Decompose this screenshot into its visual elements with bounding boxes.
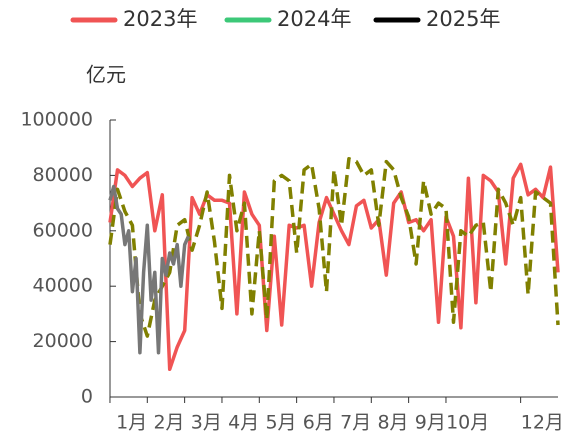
legend-label: 2023年 [123, 7, 197, 31]
y-tick-label: 60000 [33, 219, 93, 241]
x-tick-label: 7月 [340, 412, 371, 434]
y-tick-label: 80000 [33, 164, 93, 186]
x-tick-label: 10月 [446, 412, 489, 434]
x-tick-label: 2月 [153, 412, 184, 434]
line-series [108, 157, 560, 338]
line-series [108, 162, 560, 372]
x-tick-label: 3月 [191, 412, 222, 434]
line-series [108, 184, 190, 355]
y-tick-label: 40000 [33, 275, 93, 297]
y-tick-label: 0 [81, 386, 93, 408]
x-tick-label: 1月 [116, 412, 147, 434]
y-tick-label: 100000 [20, 109, 93, 131]
x-tick-label: 9月 [415, 412, 446, 434]
y-tick-label: 20000 [33, 330, 93, 352]
x-tick-label: 8月 [377, 412, 408, 434]
y-axis-label: 亿元 [86, 63, 126, 87]
legend-label: 2025年 [426, 7, 500, 31]
x-tick-label: 4月 [228, 412, 259, 434]
x-tick-label: 5月 [265, 412, 296, 434]
x-tick-label: 6月 [303, 412, 334, 434]
x-tick-label: 12月 [521, 412, 564, 434]
legend-label: 2024年 [277, 7, 351, 31]
